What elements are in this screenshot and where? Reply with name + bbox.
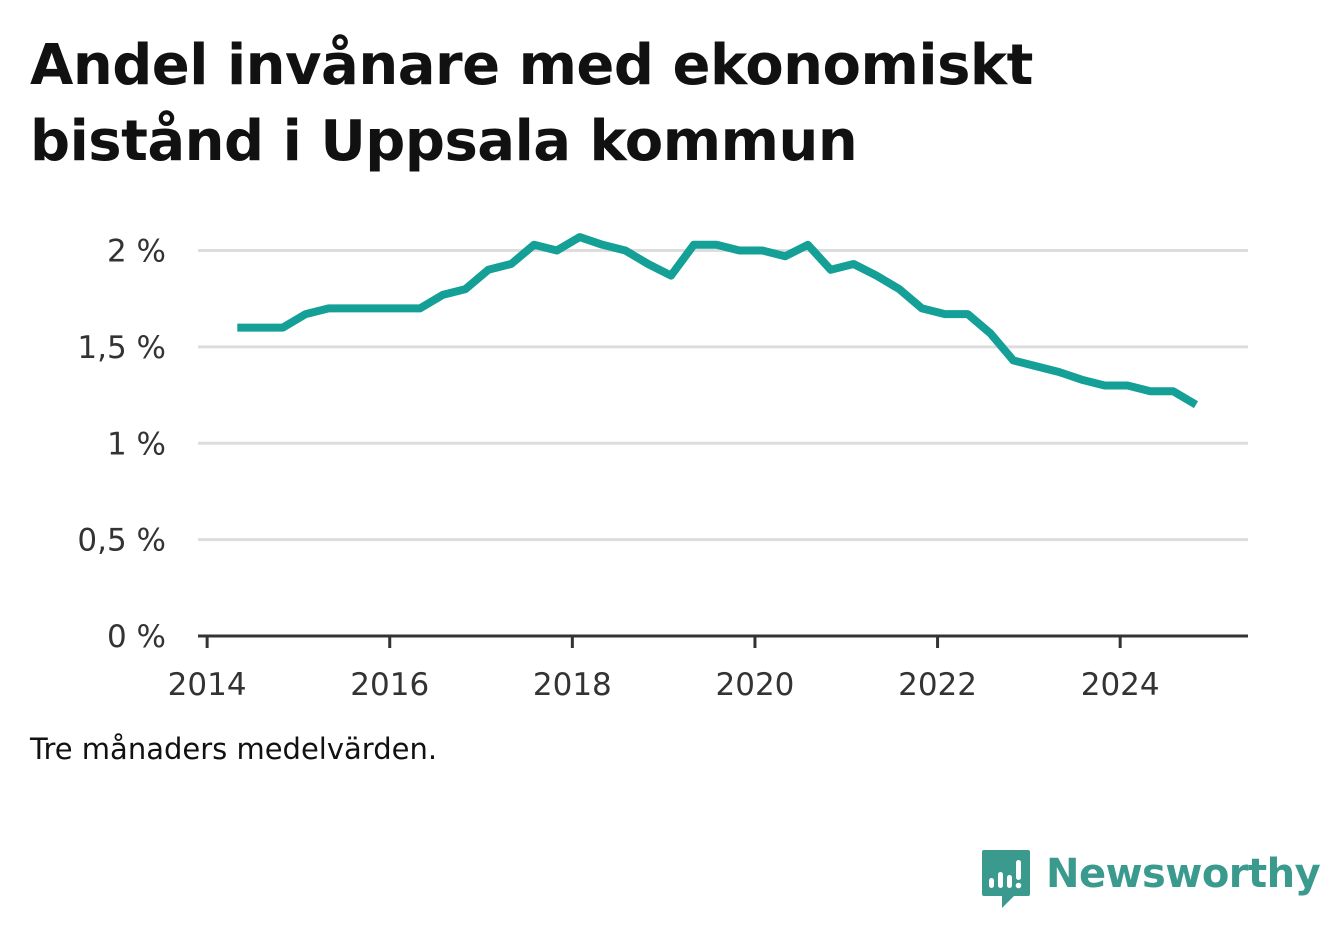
x-tick-label: 2018 — [533, 667, 612, 703]
newsworthy-logo-icon — [982, 850, 1030, 908]
series-layer — [237, 233, 1199, 409]
grid-lines — [198, 249, 1248, 542]
x-tick-label: 2020 — [716, 667, 795, 703]
chart-caption: Tre månaders medelvärden. — [30, 732, 438, 766]
axes: 0 % 0,5 % 1 % 1,5 % 2 % 2014 2016 2018 2020 2022 2… — [77, 234, 1248, 703]
brand-logo[interactable]: Newsworthy — [980, 848, 1321, 910]
x-tick-label: 2024 — [1081, 667, 1160, 703]
series-line — [237, 233, 1199, 409]
y-tick-label: 1,5 % — [77, 330, 166, 366]
x-tick-label: 2022 — [898, 667, 977, 703]
y-tick-label: 2 % — [107, 234, 166, 270]
x-tick-label: 2016 — [350, 667, 429, 703]
chart-title: Andel invånare med ekonomiskt bistånd i … — [30, 28, 1270, 180]
y-tick-label: 0,5 % — [77, 523, 166, 559]
y-tick-label: 0 % — [107, 619, 166, 655]
brand-name: Newsworthy — [1046, 851, 1321, 897]
chart-title-line-1: Andel invånare med ekonomiskt — [30, 33, 1033, 98]
x-tick-label: 2014 — [168, 667, 247, 703]
chart-title-line-2: bistånd i Uppsala kommun — [30, 109, 858, 174]
y-tick-label: 1 % — [107, 426, 166, 462]
